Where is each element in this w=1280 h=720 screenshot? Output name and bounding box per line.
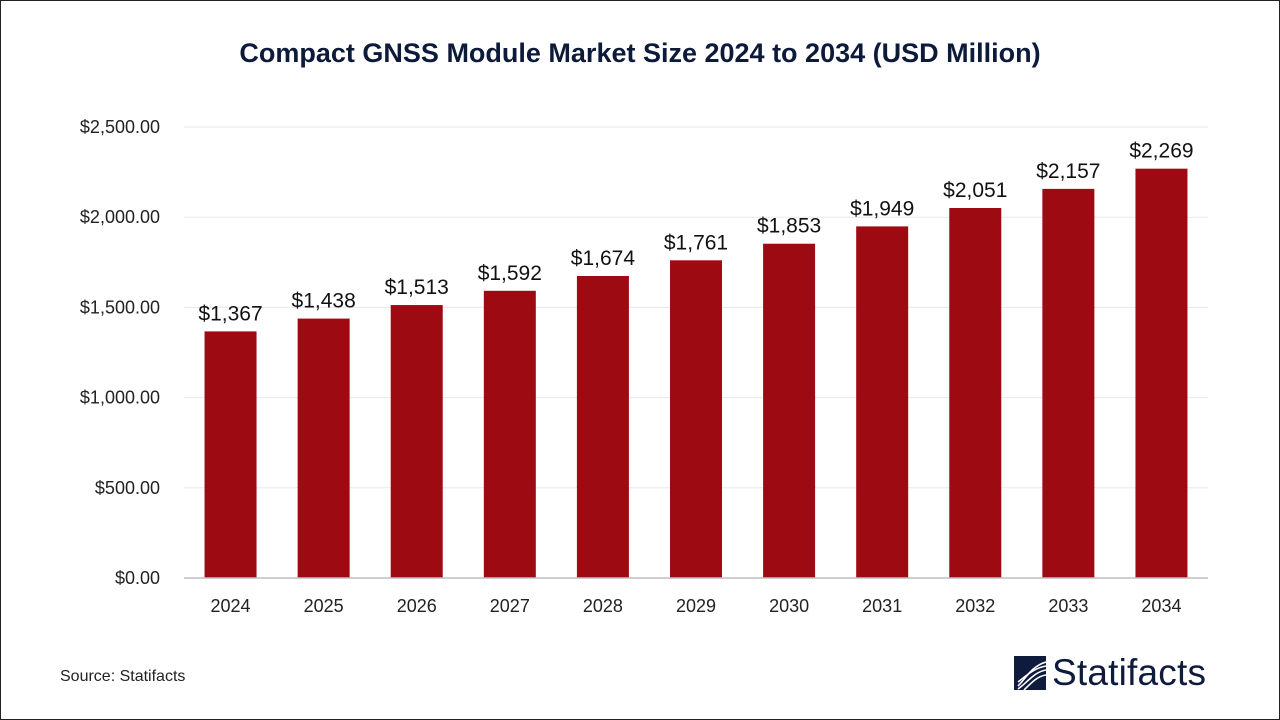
logo-text: Statifacts [1052,652,1207,693]
source-note: Source: Statifacts [60,668,186,685]
bar [1042,188,1095,578]
data-label: $1,674 [571,247,636,270]
x-tick-label: 2025 [304,596,344,616]
data-label: $1,513 [385,276,449,299]
x-tick-label: 2032 [955,596,995,616]
y-tick-label: $0.00 [115,568,160,588]
bar [576,276,629,578]
bar [856,226,909,579]
y-tick-label: $500.00 [95,478,160,498]
chart-title: Compact GNSS Module Market Size 2024 to … [239,38,1041,68]
data-label: $1,853 [757,215,821,238]
x-tick-label: 2028 [583,596,623,616]
data-label: $1,592 [478,262,542,285]
bar [763,243,816,578]
y-tick-label: $1,500.00 [80,297,160,317]
x-tick-label: 2024 [211,596,251,616]
x-tick-label: 2026 [397,596,437,616]
bar [1135,168,1188,578]
bar [949,207,1002,578]
x-tick-label: 2033 [1048,596,1088,616]
y-tick-label: $2,500.00 [80,117,160,137]
y-tick-label: $1,000.00 [80,388,160,408]
x-tick-label: 2034 [1141,596,1181,616]
data-label: $2,051 [943,179,1007,202]
data-label: $1,949 [850,197,914,220]
x-tick-label: 2027 [490,596,530,616]
data-label: $1,438 [292,290,356,313]
data-label: $2,157 [1036,160,1100,183]
statifacts-logo-icon [1014,656,1046,690]
bar [390,305,443,578]
bar [204,331,257,578]
bar [297,318,350,578]
y-tick-label: $2,000.00 [80,207,160,227]
statifacts-logo: Statifacts [1014,652,1206,694]
x-tick-label: 2031 [862,596,902,616]
data-label: $1,367 [198,302,262,325]
bar [670,260,722,578]
data-label: $2,269 [1129,140,1193,163]
x-tick-label: 2029 [676,596,716,616]
x-tick-label: 2030 [769,596,809,616]
bar [483,290,536,578]
data-label: $1,761 [664,231,728,254]
